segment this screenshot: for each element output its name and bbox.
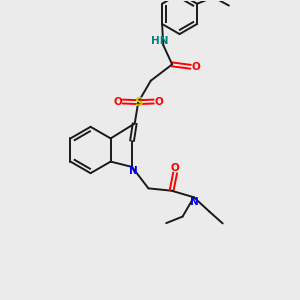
Text: N: N (129, 166, 138, 176)
Text: N: N (190, 197, 199, 207)
Text: O: O (192, 62, 200, 72)
Text: O: O (155, 97, 164, 106)
Text: HN: HN (151, 36, 168, 46)
Text: O: O (113, 97, 122, 106)
Text: S: S (134, 96, 142, 109)
Text: O: O (171, 163, 179, 173)
